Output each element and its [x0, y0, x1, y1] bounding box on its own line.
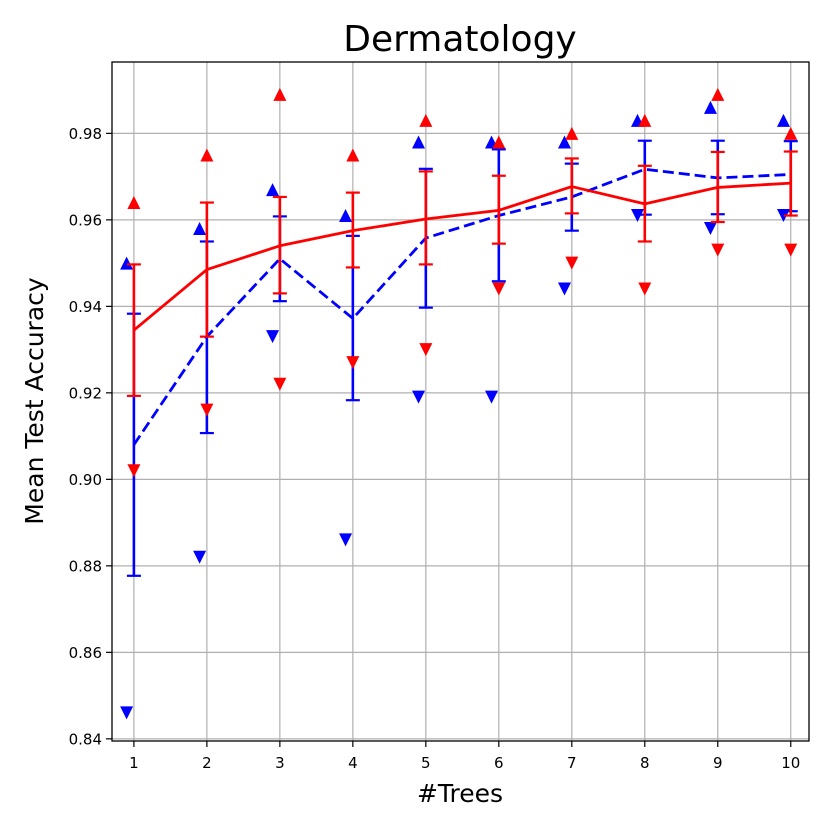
x-tick-label: 5	[421, 754, 431, 772]
x-tick-label: 3	[275, 754, 285, 772]
min-marker	[346, 356, 360, 370]
max-marker	[776, 113, 790, 127]
min-marker	[412, 390, 426, 404]
max-marker	[558, 135, 572, 149]
min-marker	[339, 533, 353, 547]
max-marker	[412, 135, 426, 149]
y-tick-label: 0.90	[69, 471, 102, 489]
x-tick-label: 1	[129, 754, 139, 772]
y-tick-label: 0.88	[69, 557, 102, 575]
min-marker	[266, 330, 280, 344]
x-tick-label: 4	[348, 754, 358, 772]
y-tick-label: 0.86	[69, 644, 102, 662]
max-marker	[346, 148, 360, 162]
max-marker	[127, 196, 141, 210]
chart-title: Dermatology	[343, 19, 577, 60]
max-marker	[339, 209, 353, 223]
y-tick-label: 0.84	[69, 730, 102, 748]
min-marker	[776, 209, 790, 223]
max-marker	[492, 135, 506, 149]
series-red	[126, 87, 798, 478]
y-tick-label: 0.94	[69, 298, 102, 316]
x-tick-label: 6	[494, 754, 504, 772]
ticks: 1 2 3 4 5 6 7 8 9 10 0.84 0.86 0.88 0.90 0.92 0.94 0.96 0…	[69, 125, 801, 772]
min-marker	[492, 282, 506, 296]
min-marker	[127, 464, 141, 478]
min-marker	[419, 343, 433, 357]
y-tick-label: 0.96	[69, 211, 102, 229]
max-marker	[638, 113, 652, 127]
max-marker	[200, 148, 214, 162]
x-tick-label: 7	[567, 754, 577, 772]
min-marker	[703, 222, 717, 236]
min-marker	[638, 282, 652, 296]
min-marker	[565, 256, 579, 270]
mean-line	[133, 181, 791, 332]
min-marker	[120, 706, 134, 720]
x-tick-label: 2	[202, 754, 212, 772]
min-marker	[193, 550, 207, 564]
x-tick-label: 9	[713, 754, 723, 772]
max-marker	[266, 183, 280, 197]
y-tick-label: 0.98	[69, 125, 102, 143]
y-axis-title: Mean Test Accuracy	[20, 277, 49, 525]
x-tick-label: 10	[781, 754, 800, 772]
series-layer	[120, 87, 798, 720]
min-marker	[273, 377, 287, 391]
x-tick-label: 8	[640, 754, 650, 772]
max-marker	[565, 126, 579, 140]
min-marker	[630, 209, 644, 223]
x-axis-title: #Trees	[417, 779, 503, 808]
max-marker	[193, 222, 207, 236]
max-marker	[711, 87, 725, 101]
min-marker	[200, 403, 214, 417]
max-marker	[419, 113, 433, 127]
min-marker	[558, 282, 572, 296]
max-marker	[120, 256, 134, 270]
max-marker	[784, 126, 798, 140]
mean-line	[132, 167, 791, 446]
max-marker	[273, 87, 287, 101]
min-marker	[784, 243, 798, 257]
max-marker	[703, 100, 717, 114]
min-marker	[711, 243, 725, 257]
min-marker	[485, 390, 499, 404]
y-tick-label: 0.92	[69, 384, 102, 402]
plot-frame	[111, 61, 810, 742]
